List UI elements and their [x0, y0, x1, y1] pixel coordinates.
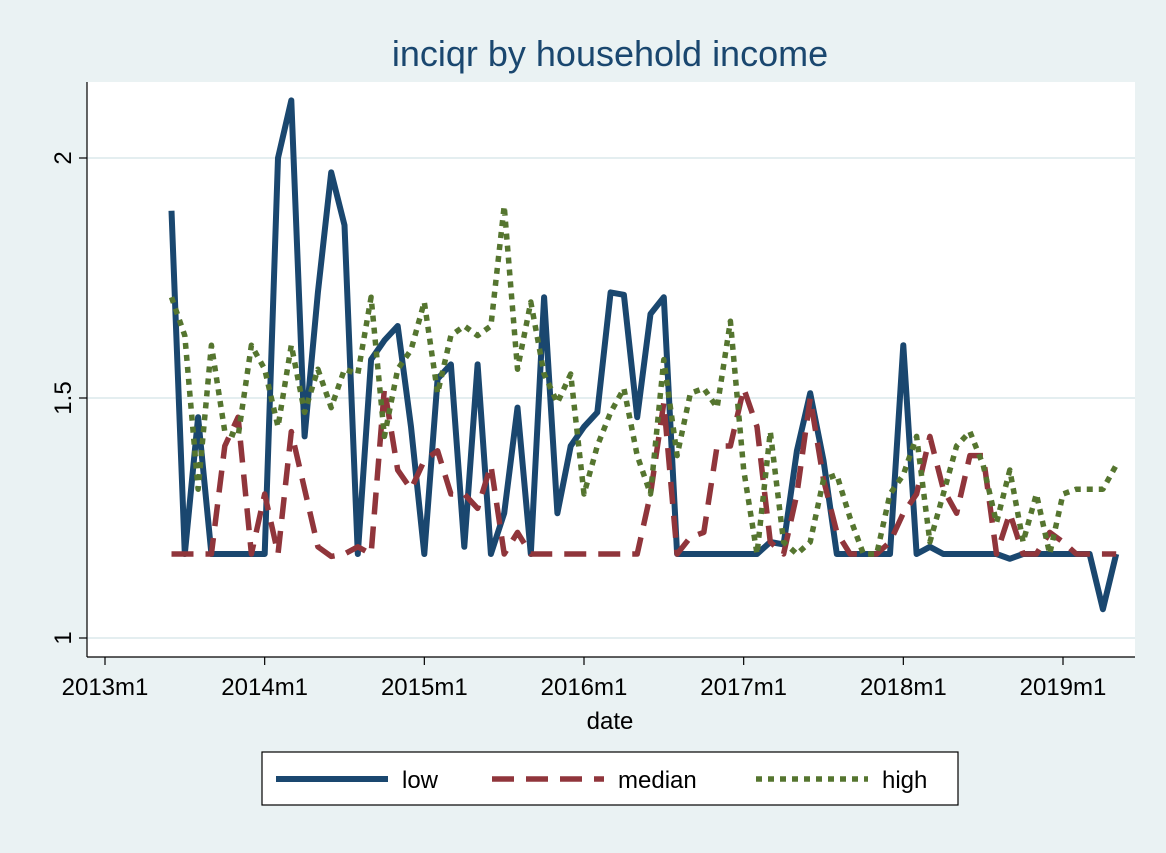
legend-label-median: median — [618, 767, 697, 794]
series-line-high — [168, 203, 1119, 557]
x-tick-label: 2019m1 — [1020, 674, 1107, 701]
plot-area — [87, 82, 1135, 657]
y-tick-label: 2 — [50, 151, 77, 164]
x-axis-label: date — [587, 708, 634, 735]
series-line-low — [168, 97, 1120, 613]
y-tick-label: 1.5 — [50, 381, 77, 414]
series-line-median — [171, 385, 1117, 560]
legend-label-high: high — [882, 767, 927, 794]
series-layer — [168, 97, 1120, 613]
x-tick-label: 2017m1 — [700, 674, 787, 701]
x-tick-label: 2018m1 — [860, 674, 947, 701]
axes: 1 1.5 2 2013m1 2014m1 2015m1 2016m1 2017m1 2018m… — [50, 82, 1135, 701]
legend: low median high — [261, 751, 959, 806]
x-tick-label: 2015m1 — [381, 674, 468, 701]
x-tick-label: 2014m1 — [221, 674, 308, 701]
legend-label-low: low — [402, 767, 439, 794]
y-tick-label: 1 — [50, 631, 77, 644]
x-tick-label: 2016m1 — [541, 674, 628, 701]
chart-title: inciqr by household income — [392, 33, 828, 74]
gridlines — [87, 157, 1135, 639]
x-tick-label: 2013m1 — [62, 674, 149, 701]
